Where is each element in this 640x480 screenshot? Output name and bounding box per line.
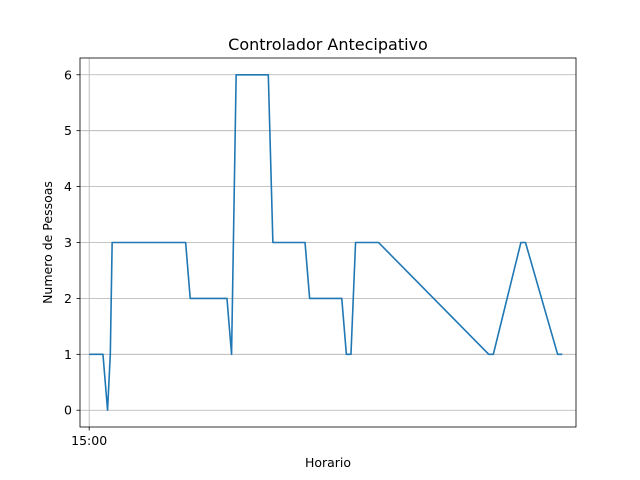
y-tick-label: 0 — [64, 403, 72, 418]
y-tick-label: 5 — [64, 123, 72, 138]
y-tick-label: 2 — [64, 291, 72, 306]
y-tick-label: 6 — [64, 67, 72, 82]
x-axis-label: Horario — [305, 455, 351, 470]
series-layer — [89, 73, 563, 412]
y-tick-label: 4 — [64, 179, 72, 194]
y-tick-label: 1 — [64, 347, 72, 362]
y-axis-label: Numero de Pessoas — [40, 181, 55, 304]
y-tick-label: 3 — [64, 235, 72, 250]
chart-title: Controlador Antecipativo — [228, 35, 428, 54]
ticks: 0 1 2 3 4 5 6 15:00 — [64, 67, 107, 448]
series-line — [89, 73, 563, 412]
x-tick-label: 15:00 — [71, 433, 107, 448]
